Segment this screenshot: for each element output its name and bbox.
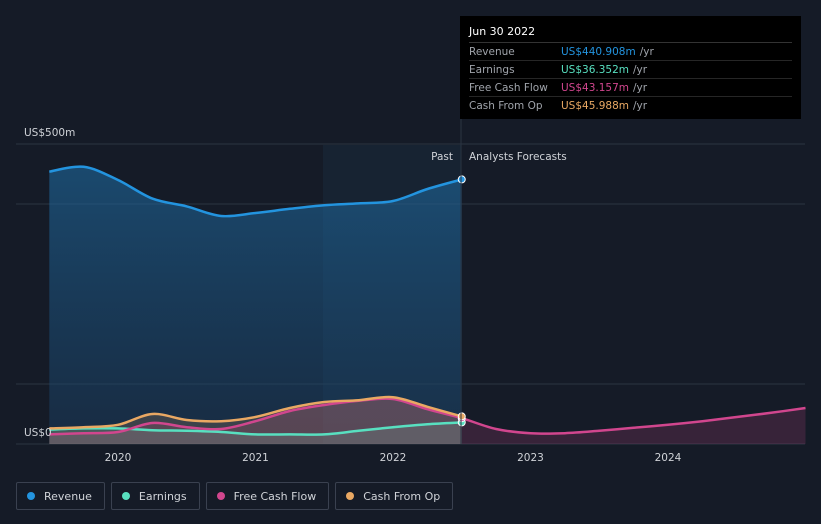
revenue-area [49, 166, 462, 444]
tooltip-value: US$43.157m [561, 81, 629, 94]
tooltip-panel: Jun 30 2022 Revenue US$440.908m/yr Earning… [460, 16, 801, 119]
legend-dot-icon [121, 492, 130, 500]
x-tick-label: 2022 [380, 452, 407, 464]
legend-dot-icon [216, 492, 225, 500]
legend-item-free-cash-flow[interactable]: Free Cash Flow [205, 482, 330, 510]
revenue-point[interactable] [457, 175, 466, 184]
revenue-line [49, 165, 463, 218]
tooltip-row-revenue: Revenue US$440.908m/yr [469, 43, 792, 61]
y-axis-bottom-label: US$0 [24, 427, 52, 439]
tooltip-unit: /yr [633, 81, 648, 94]
legend-label: Cash From Op [363, 489, 441, 503]
x-tick-label: 2020 [105, 452, 132, 464]
tooltip-row-free-cash-flow: Free Cash Flow US$43.157m/yr [469, 79, 792, 97]
legend-label: Revenue [44, 489, 92, 503]
earnings-line [49, 421, 462, 436]
forecast-label: Analysts Forecasts [469, 151, 567, 163]
y-axis-top-label: US$500m [24, 127, 75, 139]
past-label: Past [431, 151, 453, 163]
cash-from-op-point[interactable] [457, 412, 466, 421]
legend-label: Free Cash Flow [233, 489, 317, 503]
tooltip-value: US$36.352m [561, 63, 629, 76]
legend-item-revenue[interactable]: Revenue [16, 482, 105, 510]
tooltip-unit: /yr [633, 63, 648, 76]
legend-dot-icon [27, 492, 35, 500]
tooltip-value: US$45.988m [561, 99, 629, 112]
cash-from-op-line [49, 395, 463, 430]
legend-dot-icon [346, 492, 355, 500]
tooltip-row-cash-from-op: Cash From Op US$45.988m/yr [469, 97, 792, 114]
legend-label: Earnings [138, 489, 187, 503]
x-tick-label: 2024 [655, 452, 682, 464]
tooltip-row-earnings: Earnings US$36.352m/yr [469, 61, 792, 79]
chart-legend: Revenue Earnings Free Cash Flow Cash From O… [16, 482, 454, 510]
tooltip-label: Revenue [469, 45, 515, 58]
tooltip-label: Earnings [469, 63, 515, 76]
x-tick-label: 2021 [242, 452, 269, 464]
tooltip-label: Free Cash Flow [469, 81, 548, 94]
legend-item-earnings[interactable]: Earnings [110, 482, 200, 510]
tooltip-date: Jun 30 2022 [469, 25, 792, 43]
chart-area: US$500m US$0 Past Analysts Forecasts 202… [16, 16, 806, 464]
tooltip-label: Cash From Op [469, 99, 543, 112]
x-tick-label: 2023 [517, 452, 544, 464]
tooltip-unit: /yr [639, 45, 654, 58]
free-cash-flow-line [49, 397, 806, 436]
earnings-area [49, 422, 462, 444]
tooltip-value: US$440.908m [561, 45, 636, 58]
legend-item-cash-from-op[interactable]: Cash From Op [335, 482, 454, 510]
tooltip-unit: /yr [633, 99, 648, 112]
